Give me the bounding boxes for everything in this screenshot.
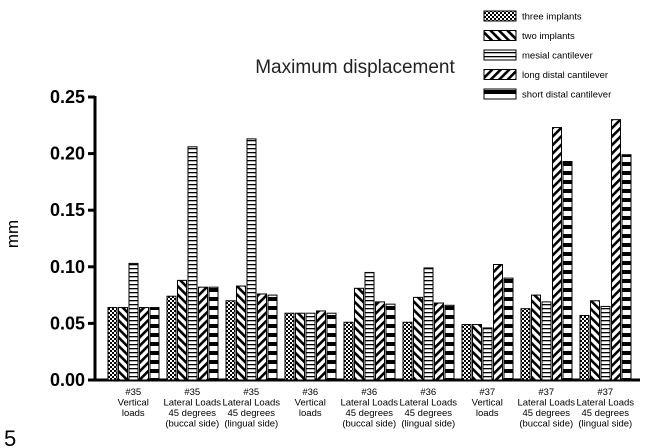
bars	[107, 119, 632, 381]
x-tick-label: #37 Lateral Loads 45 degrees (lingual side)	[576, 387, 634, 430]
legend-swatch	[483, 10, 517, 22]
bar	[305, 312, 316, 381]
bar	[579, 314, 590, 381]
bar	[482, 327, 493, 381]
bar	[139, 307, 149, 381]
bar	[149, 307, 160, 381]
bar	[295, 312, 305, 381]
legend-label: mesial cantilever	[522, 51, 593, 62]
bar	[187, 146, 198, 381]
bar	[208, 286, 219, 381]
y-tick-label: 0.25	[50, 87, 85, 107]
x-tick-label: #37 Vertical loads	[472, 387, 503, 419]
bar	[267, 294, 278, 381]
bar	[520, 308, 531, 381]
bar	[343, 321, 354, 381]
legend-swatch	[483, 30, 517, 41]
x-tick-label: #36 Vertical loads	[295, 387, 326, 419]
panel-label: 5	[4, 426, 16, 448]
chart-title: Maximum displacement	[255, 57, 455, 78]
bar	[177, 279, 187, 381]
bar	[166, 295, 177, 381]
bar	[503, 277, 514, 381]
bar	[107, 307, 118, 381]
bar	[246, 138, 257, 381]
bar	[590, 300, 600, 381]
y-tick-label: 0.20	[50, 144, 85, 164]
bar	[552, 127, 562, 381]
y-tick-label: 0.00	[50, 370, 85, 390]
bar	[326, 312, 337, 381]
bar	[402, 321, 413, 381]
legend-label: short distal cantilever	[522, 90, 611, 101]
bar	[493, 264, 503, 381]
bar	[385, 303, 396, 381]
bar	[531, 294, 541, 381]
legend-label: two implants	[522, 31, 575, 42]
category-labels: #35 Vertical loads #35 Lateral Loads 45 degre…	[118, 387, 635, 430]
bar	[621, 154, 632, 381]
bar	[198, 286, 208, 381]
y-axis: 0.00 0.05 0.10 0.15 0.20 0.25	[50, 87, 97, 390]
legend-label: long distal cantilever	[522, 70, 608, 81]
legend-swatch	[483, 69, 517, 80]
y-axis-label: mm	[3, 220, 22, 248]
bar	[364, 271, 375, 381]
x-tick-label: #35 Lateral Loads 45 degrees (buccal side)	[163, 387, 221, 430]
bar	[236, 285, 246, 381]
bar	[472, 324, 482, 381]
legend: three implants two implants mesial cantile…	[483, 10, 611, 101]
bar	[541, 301, 552, 381]
bar	[354, 287, 364, 381]
x-tick-label: #35 Lateral Loads 45 degrees (lingual side)	[222, 387, 280, 430]
x-tick-label: #35 Vertical loads	[118, 387, 149, 419]
bar	[611, 119, 621, 381]
bar	[562, 161, 573, 381]
x-tick-label: #37 Lateral Loads 45 degrees (buccal side)	[517, 387, 575, 430]
legend-swatch	[483, 88, 517, 100]
x-tick-label: #36 Lateral Loads 45 degrees (buccal side)	[340, 387, 398, 430]
legend-label: three implants	[522, 12, 582, 23]
x-tick-label: #36 Lateral Loads 45 degrees (lingual side)	[399, 387, 457, 430]
bar	[413, 296, 423, 381]
bar	[600, 305, 611, 381]
bar	[316, 310, 326, 381]
bar	[434, 302, 444, 381]
bar	[257, 293, 267, 381]
bar	[375, 301, 385, 381]
y-tick-label: 0.15	[50, 200, 85, 220]
y-tick-label: 0.05	[50, 313, 85, 333]
bar	[225, 300, 236, 381]
bar	[128, 262, 139, 381]
bar	[461, 324, 472, 381]
bar	[118, 307, 128, 381]
y-tick-label: 0.10	[50, 257, 85, 277]
bar	[423, 267, 434, 381]
bar	[284, 312, 295, 381]
bar	[444, 304, 455, 381]
legend-swatch	[483, 49, 517, 61]
